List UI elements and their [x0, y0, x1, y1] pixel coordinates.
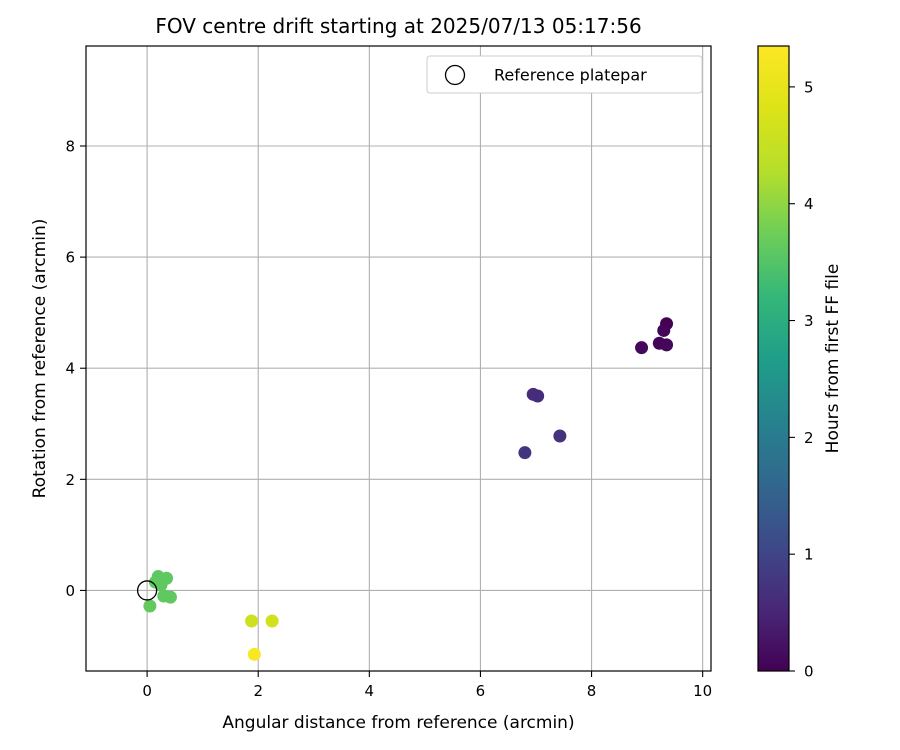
data-point: [247, 647, 261, 661]
colorbar-tick-label: 3: [804, 312, 814, 330]
legend-box: [426, 55, 703, 94]
data-point: [635, 341, 649, 355]
grid: [86, 46, 711, 671]
y-tick-label: 2: [65, 471, 75, 489]
data-point: [553, 429, 567, 443]
plot-frame: [85, 45, 712, 672]
legend: Reference platepar: [426, 55, 703, 94]
y-tick-label: 8: [65, 138, 75, 156]
colorbar-tick-label: 2: [804, 429, 814, 447]
y-tick-label: 4: [65, 360, 75, 378]
data-point: [154, 578, 168, 592]
y-tick-label: 6: [65, 249, 75, 267]
colorbar-ticks: 0 1 2 3 4 5: [789, 78, 814, 681]
data-point: [265, 614, 279, 628]
data-point: [518, 446, 532, 460]
data-point: [657, 323, 671, 337]
chart-title: FOV centre drift starting at 2025/07/13 …: [155, 14, 641, 38]
x-tick-label: 2: [253, 682, 263, 700]
y-axis-label: Rotation from reference (arcmin): [30, 219, 50, 499]
data-point: [660, 338, 674, 352]
colorbar-tick-label: 1: [804, 546, 814, 564]
x-tick-label: 8: [587, 682, 597, 700]
x-tick-label: 4: [365, 682, 375, 700]
y-axis-ticks: 0 2 4 6 8: [65, 138, 86, 600]
data-point: [163, 590, 177, 604]
x-tick-label: 0: [142, 682, 152, 700]
colorbar: 0 1 2 3 4 5 Hours from first FF file: [757, 45, 843, 681]
data-points: [143, 317, 674, 661]
reference-marker-group: [136, 580, 158, 601]
colorbar-tick-label: 4: [804, 195, 814, 213]
x-axis-label: Angular distance from reference (arcmin): [222, 713, 574, 733]
data-point: [245, 614, 259, 628]
plot-area: [86, 46, 711, 671]
colorbar-tick-label: 0: [804, 663, 814, 681]
colorbar-tick-label: 5: [804, 78, 814, 96]
legend-marker-reference: [444, 64, 466, 86]
data-point: [531, 389, 545, 403]
colorbar-label: Hours from first FF file: [823, 264, 843, 454]
legend-label-reference: Reference platepar: [494, 66, 647, 85]
x-axis-ticks: 0 2 4 6 8 10: [142, 671, 712, 700]
y-tick-label: 0: [65, 582, 75, 600]
x-tick-label: 6: [476, 682, 486, 700]
data-point: [143, 599, 157, 613]
reference-platepar-marker: [136, 580, 158, 601]
x-tick-label: 10: [693, 682, 712, 700]
colorbar-frame: [757, 45, 790, 672]
colorbar-fill: [758, 46, 789, 671]
